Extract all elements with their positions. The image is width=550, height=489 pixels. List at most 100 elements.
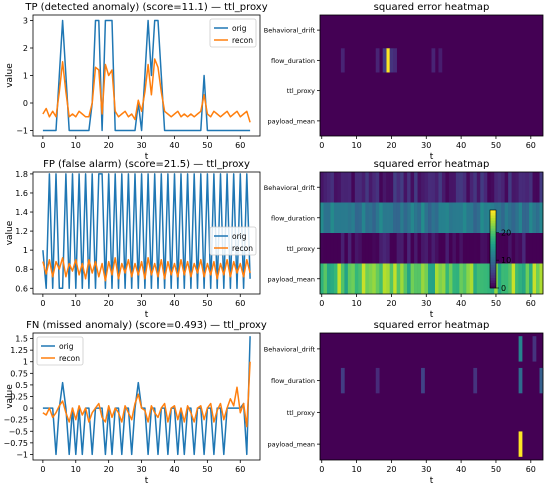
heatmap-cell — [361, 172, 366, 203]
heatmap-cell — [518, 172, 523, 203]
heatmap-cell — [407, 233, 411, 264]
heatmap-cell — [382, 202, 387, 233]
heatmap-cell — [326, 263, 331, 294]
heatmap-cell — [431, 202, 436, 233]
y-tick-label: 0.25 — [10, 393, 28, 402]
legend-label-recon: recon — [232, 36, 253, 45]
heatmap-cell — [445, 263, 450, 294]
heatmap-cell — [344, 233, 349, 264]
heatmap-cell — [414, 263, 418, 294]
y-axis-label: value — [5, 220, 15, 245]
heatmap-cell — [396, 233, 401, 264]
x-tick-label: 30 — [421, 299, 431, 308]
heatmap-cell — [400, 202, 404, 233]
heatmap-cell — [414, 233, 418, 264]
row-label: payload_mean — [267, 441, 315, 449]
heatmap-cell — [393, 263, 397, 294]
heatmap-cell — [476, 202, 481, 233]
colorbar-segment — [490, 251, 496, 255]
heatmap-cell — [508, 233, 512, 264]
colorbar-segment — [490, 267, 496, 271]
heatmap-cell — [438, 48, 443, 73]
heatmap-cell — [539, 367, 544, 394]
heatmap-cell — [320, 202, 324, 233]
x-tick-label: 20 — [104, 141, 114, 150]
heatmap-cell — [344, 263, 349, 294]
heatmap-cell — [515, 172, 519, 203]
y-tick-label: −0.75 — [3, 439, 28, 448]
heatmap-cell — [421, 233, 425, 264]
heatmap-cell — [358, 202, 363, 233]
heatmap-cell — [354, 202, 359, 233]
heatmap-cell — [452, 202, 457, 233]
row-label: flow_duration — [271, 377, 315, 385]
heatmap-cell — [518, 202, 523, 233]
heatmap-cell — [466, 263, 471, 294]
heatmap-cell — [358, 233, 363, 264]
heatmap-cell — [379, 202, 384, 233]
heatmap-cell — [487, 202, 492, 233]
heatmap-cell — [511, 233, 516, 264]
heatmap-cell — [539, 172, 544, 203]
chart-title: squared error heatmap — [374, 2, 490, 13]
x-tick-label: 0 — [40, 141, 45, 150]
x-tick-label: 60 — [235, 141, 245, 150]
heatmap-cell — [529, 172, 533, 203]
colorbar-frame — [489, 209, 497, 289]
heatmap-cell — [410, 172, 415, 203]
colorbar-segment — [490, 269, 496, 273]
heatmap-background — [320, 333, 543, 460]
heatmap-cell — [337, 263, 342, 294]
heatmap-cell — [372, 263, 377, 294]
heatmap-cell — [330, 233, 335, 264]
x-tick-label: 40 — [456, 299, 466, 308]
heatmap-cell — [396, 263, 401, 294]
x-tick-label: 10 — [71, 299, 81, 308]
colorbar-tick-label: 20 — [501, 228, 511, 237]
colorbar-segment — [490, 277, 496, 281]
y-tick-label: 0.6 — [15, 284, 28, 293]
x-tick-label: 50 — [202, 141, 212, 150]
heatmap-cell — [462, 202, 467, 233]
heatmap-background — [320, 15, 543, 136]
y-axis-label: value — [5, 384, 15, 409]
x-axis-label: t — [145, 310, 149, 320]
heatmap-cell — [438, 172, 443, 203]
colorbar-segment — [490, 225, 496, 229]
heatmap-cell — [497, 263, 502, 294]
heatmap-cell — [529, 263, 533, 294]
heatmap-cell — [487, 233, 492, 264]
series-line-orig — [42, 336, 251, 456]
heatmap-cell — [448, 263, 453, 294]
series-line-recon — [42, 257, 251, 282]
heatmap-cell — [525, 263, 530, 294]
heatmap-cell — [487, 172, 492, 203]
heatmap-cell — [320, 172, 324, 203]
legend: orig recon — [209, 18, 257, 48]
heatmap-cell — [326, 202, 331, 233]
heatmap-cell — [417, 263, 422, 294]
heatmap-cell — [532, 233, 537, 264]
heatmap-cell — [522, 233, 526, 264]
heatmap-cell — [434, 233, 439, 264]
x-tick-label: 0 — [319, 299, 324, 308]
heatmap-cell — [448, 172, 453, 203]
heatmap-cell — [361, 202, 366, 233]
heatmap-cell — [379, 172, 384, 203]
heatmap-cell — [525, 172, 530, 203]
y-tick-label: 1 — [23, 358, 28, 367]
heatmap-cell — [417, 233, 422, 264]
heatmap-cell — [365, 172, 370, 203]
heatmap-cell — [539, 202, 544, 233]
heatmap-cell — [414, 202, 418, 233]
heatmap-cell — [375, 48, 380, 73]
heatmap-cell — [351, 263, 356, 294]
heatmap-cell — [333, 172, 338, 203]
x-tick-label: 60 — [526, 141, 536, 150]
x-tick-label: 60 — [235, 465, 245, 474]
heatmap-cell — [389, 48, 394, 73]
y-tick-label: 1.6 — [15, 189, 28, 198]
heatmap-cell — [525, 202, 530, 233]
heatmap-cell — [421, 367, 425, 394]
colorbar: 0 10 20 — [489, 209, 511, 293]
